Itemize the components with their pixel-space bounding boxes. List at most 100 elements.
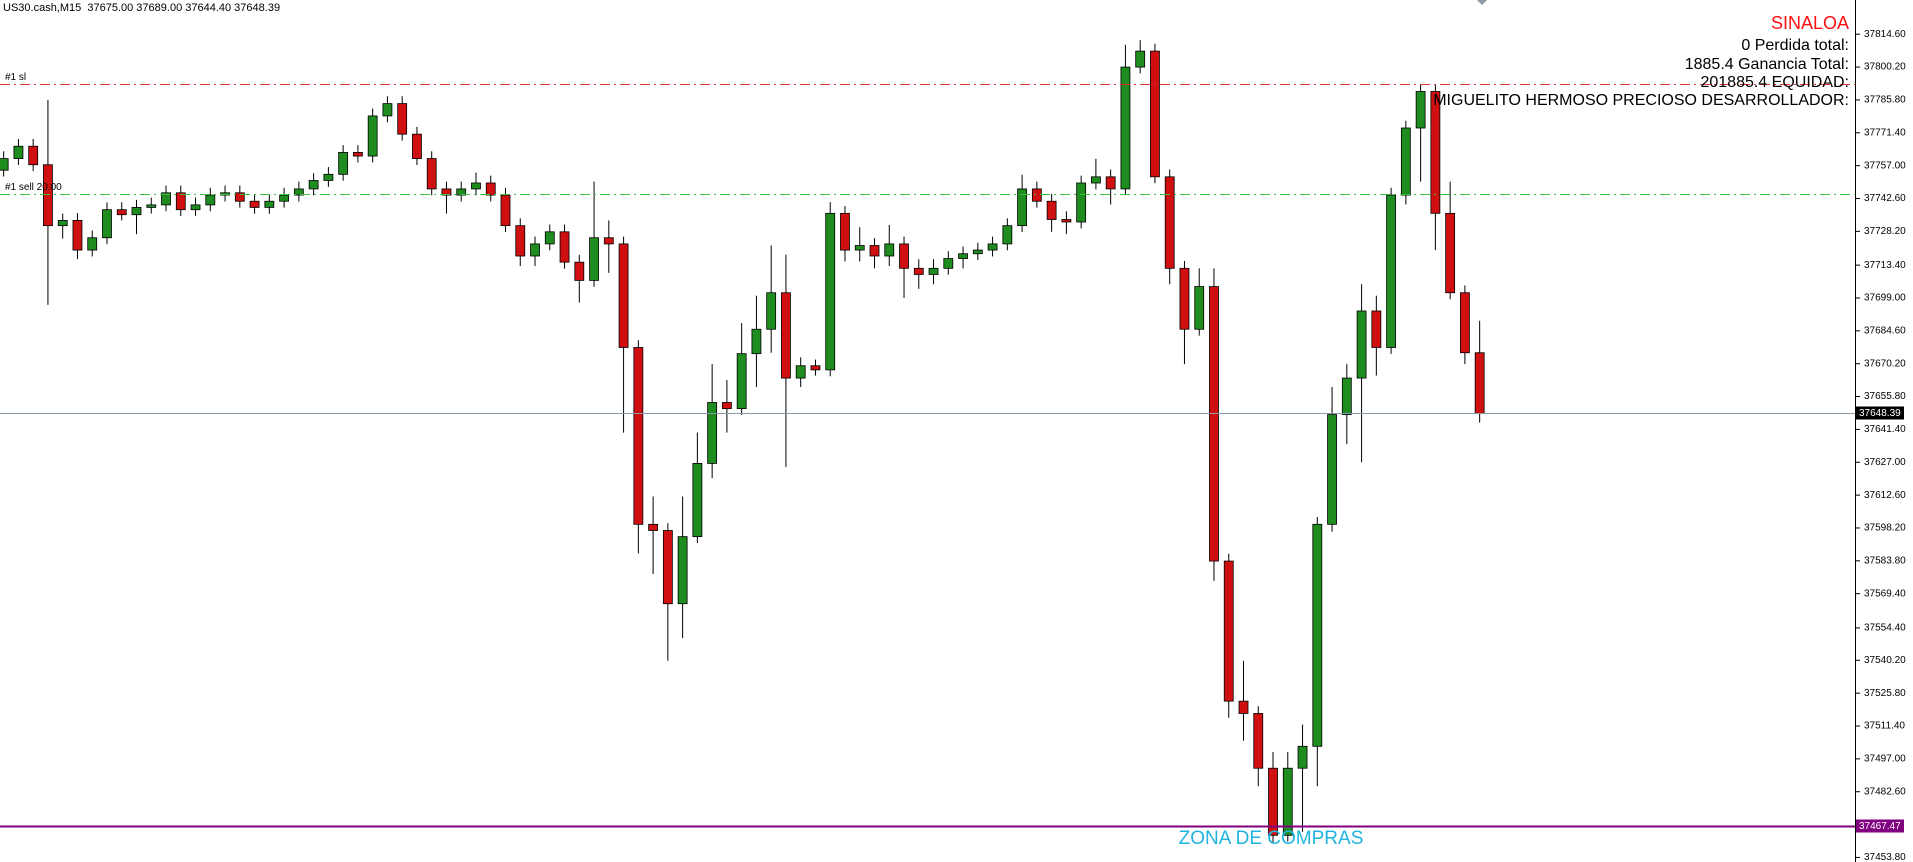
candle-body	[1400, 127, 1411, 196]
candle-body	[1017, 188, 1027, 227]
candle-body	[958, 253, 968, 259]
y-tick-label: 37583.80	[1864, 555, 1906, 566]
candle-body	[412, 133, 422, 159]
y-tick-label: 37554.40	[1864, 623, 1906, 634]
candle-body	[220, 192, 230, 196]
candle-body	[234, 192, 245, 202]
candle-body	[1341, 377, 1352, 415]
candle-body	[279, 194, 290, 202]
y-tick-label: 37540.20	[1864, 655, 1906, 666]
candle-body	[249, 200, 260, 208]
price-tag	[1856, 819, 1904, 833]
candle-body	[1312, 523, 1323, 747]
price-tag-label: 37648.39	[1859, 408, 1901, 419]
candle-body	[57, 220, 68, 227]
candle-body	[707, 402, 718, 464]
candle-body	[574, 261, 585, 281]
candle-body	[43, 164, 53, 227]
panel-title: SINALOA	[1771, 13, 1849, 33]
y-tick-label: 37713.40	[1864, 260, 1906, 271]
candle-body	[1223, 560, 1234, 702]
candle-body	[751, 328, 762, 355]
candle-body	[1046, 200, 1057, 220]
candle-body	[854, 245, 865, 251]
candle-body	[1430, 91, 1441, 214]
candle-body	[323, 173, 334, 181]
price-tag	[1856, 406, 1904, 420]
candle-body	[618, 243, 629, 348]
y-tick-label: 37684.60	[1864, 325, 1906, 336]
candle-body	[1076, 182, 1087, 223]
candle-body	[441, 188, 452, 196]
candle-body	[1253, 713, 1264, 769]
y-tick-label: 37511.40	[1864, 721, 1905, 732]
zone-label: ZONA DE COMPRAS	[1179, 828, 1364, 849]
candle-body	[1150, 50, 1160, 178]
y-tick-label: 37670.20	[1864, 358, 1906, 369]
candle-body	[1297, 745, 1308, 769]
candle-body	[1135, 50, 1146, 68]
y-tick-label: 37627.00	[1864, 457, 1906, 468]
candle-body	[559, 231, 570, 263]
y-tick-label: 37569.40	[1864, 588, 1906, 599]
candle-body	[692, 462, 703, 538]
candle-body	[1031, 188, 1042, 202]
candle-body	[367, 115, 378, 157]
candle-body	[1371, 310, 1382, 348]
candle-body	[736, 353, 747, 410]
panel-line: 0 Perdida total:	[1741, 37, 1849, 54]
candle-body	[1209, 286, 1219, 562]
candle-body	[500, 194, 511, 227]
candle-body	[544, 231, 555, 245]
panel-line: 201885.4 EQUIDAD:	[1700, 74, 1849, 91]
y-tick-label: 37699.00	[1864, 293, 1906, 304]
candle-body	[987, 243, 998, 251]
candle-body	[677, 536, 688, 605]
candle-body	[471, 182, 481, 190]
shift-marker	[1477, 0, 1487, 5]
y-tick-label: 37612.60	[1864, 490, 1906, 501]
candle-body	[1445, 212, 1456, 294]
candle-body	[1164, 176, 1175, 269]
candle-body	[810, 365, 821, 371]
y-tick-label: 37482.60	[1864, 786, 1906, 797]
candle-body	[515, 225, 526, 257]
symbol-header: US30.cash,M15 37675.00 37689.00 37644.40…	[3, 2, 280, 14]
candle-body	[1327, 414, 1337, 525]
candle-body	[766, 292, 777, 330]
candle-body	[884, 243, 895, 257]
panel-line: MIGUELITO HERMOSO PRECIOSO DESARROLLADOR…	[1433, 92, 1849, 109]
price-tag-label: 37467.47	[1859, 821, 1901, 832]
candle-body	[1415, 91, 1426, 129]
y-tick-label: 37641.40	[1864, 424, 1906, 435]
candle-body	[205, 194, 216, 206]
candle-body	[352, 152, 363, 157]
candle-body	[397, 103, 408, 135]
candle-body	[840, 212, 850, 251]
candle-body	[603, 237, 614, 245]
level-label: #1 sell 20.00	[5, 182, 62, 193]
candle-body	[1238, 700, 1249, 714]
candle-body	[869, 245, 880, 257]
candle-body	[264, 200, 275, 208]
y-tick-label: 37800.20	[1864, 62, 1906, 73]
y-tick-label: 37655.80	[1864, 391, 1906, 402]
candle-body	[1474, 352, 1485, 414]
candle-body	[13, 145, 24, 159]
candle-body	[1105, 176, 1116, 190]
candle-body	[589, 237, 599, 281]
candle-body	[293, 188, 304, 196]
candle-body	[1460, 292, 1470, 354]
candle-body	[722, 402, 732, 410]
y-tick-label: 37598.20	[1864, 523, 1906, 534]
candle-body	[633, 347, 644, 525]
candle-body	[899, 243, 909, 269]
y-tick-label: 37757.00	[1864, 160, 1906, 171]
y-tick-label: 37742.60	[1864, 193, 1906, 204]
candle-body	[781, 292, 791, 379]
candle-body	[795, 365, 806, 379]
candle-body	[102, 209, 112, 239]
candle-body	[1386, 194, 1396, 348]
